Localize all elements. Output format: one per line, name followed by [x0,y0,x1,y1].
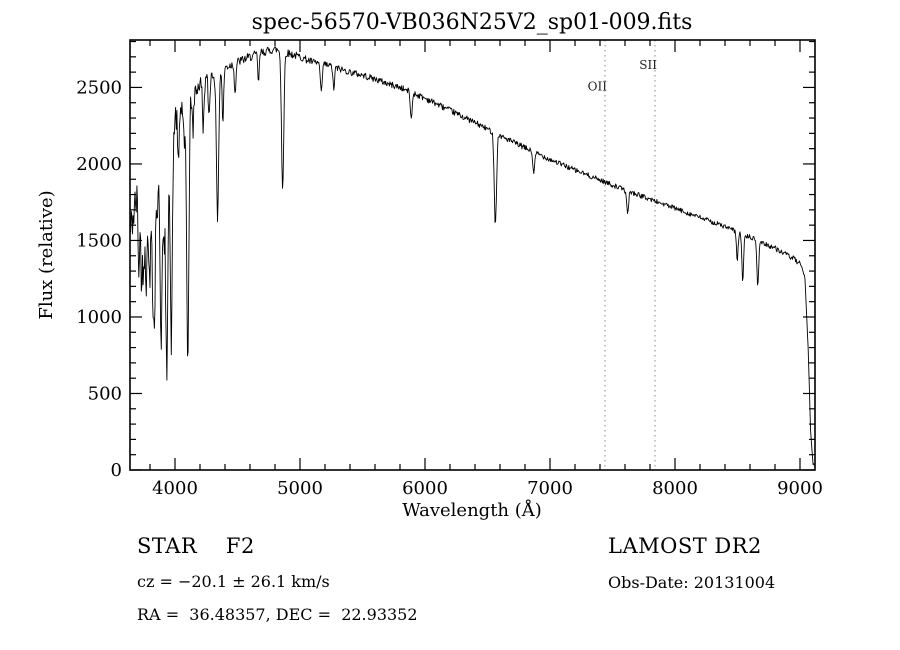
y-tick-label: 500 [88,383,122,404]
y-tick-label: 2000 [76,154,122,175]
line-markers: OII SII [588,40,657,470]
x-tick-label: 8000 [652,478,698,499]
y-tick-label: 2500 [76,77,122,98]
survey-label: LAMOST DR2 [608,534,762,558]
y-axis-label: Flux (relative) [36,190,57,319]
plot-title: spec-56570-VB036N25V2_sp01-009.fits [252,10,693,35]
spectrum-trace [129,46,816,468]
marker-label-sii: SII [639,58,657,72]
y-tick-label: 0 [111,460,122,481]
x-axis-label: Wavelength (Å) [402,499,542,521]
marker-label-oii: OII [588,79,608,93]
cz-value: cz = −20.1 ± 26.1 km/s [137,572,330,591]
ra-dec-value: RA = 36.48357, DEC = 22.93352 [137,605,418,624]
object-class-label: STAR F2 [137,534,255,558]
axis-ticks: 4000 5000 6000 7000 8000 9000 0 500 1000 1500 2000… [76,40,823,499]
plot-frame [129,39,816,471]
x-tick-label: 5000 [277,478,323,499]
x-tick-label: 9000 [777,478,823,499]
x-tick-label: 4000 [152,478,198,499]
spectrum-plot: spec-56570-VB036N25V2_sp01-009.fits 4000… [36,10,823,521]
obs-date: Obs-Date: 20131004 [608,573,776,592]
y-tick-label: 1500 [76,230,122,251]
x-tick-label: 6000 [402,478,448,499]
x-tick-label: 7000 [527,478,573,499]
y-tick-label: 1000 [76,307,122,328]
